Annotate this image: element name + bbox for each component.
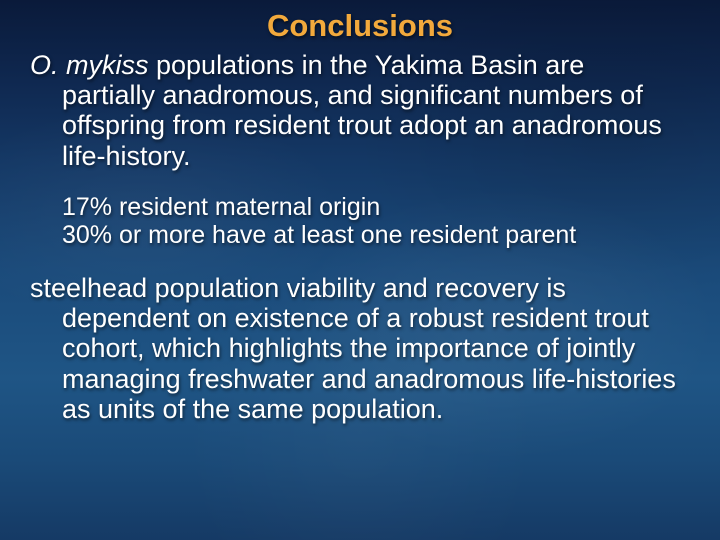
para1-line1: O. mykiss populations in the Yakima Basi… bbox=[30, 50, 690, 80]
para1-line1-rest: populations in the Yakima Basin are bbox=[149, 50, 585, 80]
slide: Conclusions O. mykiss populations in the… bbox=[0, 0, 720, 540]
slide-title: Conclusions bbox=[30, 8, 690, 44]
sub-bullets: 17% resident maternal origin 30% or more… bbox=[30, 193, 690, 249]
conclusion-paragraph-1: O. mykiss populations in the Yakima Basi… bbox=[30, 50, 690, 171]
para1-rest: partially anadromous, and significant nu… bbox=[30, 80, 690, 171]
sub-line-1: 17% resident maternal origin bbox=[62, 193, 690, 221]
para2-rest: dependent on existence of a robust resid… bbox=[30, 303, 690, 424]
conclusion-paragraph-2: steelhead population viability and recov… bbox=[30, 273, 690, 424]
sub-line-2: 30% or more have at least one resident p… bbox=[62, 221, 690, 249]
para2-line1: steelhead population viability and recov… bbox=[30, 273, 690, 303]
species-name: O. mykiss bbox=[30, 50, 149, 80]
